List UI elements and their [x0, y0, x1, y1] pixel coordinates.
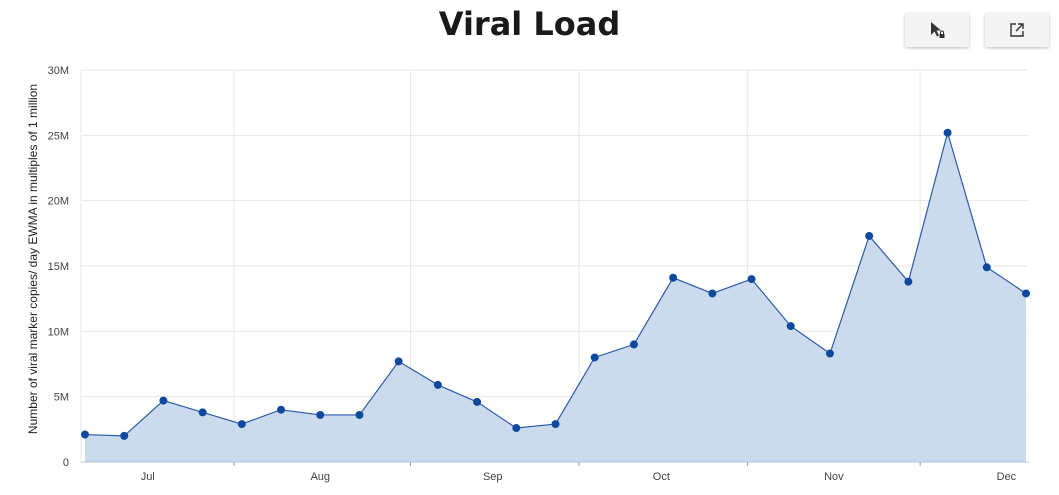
data-point [316, 410, 325, 419]
y-tick-label: 5M [54, 392, 69, 404]
open-external-icon [1010, 23, 1024, 37]
x-tick-label: Oct [653, 471, 670, 483]
y-tick-label: 30M [48, 65, 69, 77]
data-point [1022, 289, 1030, 298]
data-point [629, 340, 638, 349]
data-point [825, 349, 834, 358]
data-point [865, 231, 874, 240]
y-tick-label: 25M [48, 130, 69, 142]
data-point [394, 357, 403, 366]
x-tick-label: Sep [483, 471, 503, 483]
data-point [786, 322, 795, 331]
data-point [198, 408, 207, 417]
y-tick-label: 10M [48, 326, 69, 338]
data-point [81, 430, 89, 439]
data-point [512, 424, 521, 433]
x-tick-label: Jul [141, 471, 155, 483]
data-point [943, 128, 952, 137]
data-point [590, 353, 599, 362]
data-point [904, 277, 913, 286]
select-mode-button[interactable] [905, 13, 969, 47]
x-tick-label: Aug [310, 471, 330, 483]
y-tick-label: 0 [63, 457, 69, 469]
data-point [159, 396, 168, 405]
data-point [982, 263, 991, 272]
data-point [747, 275, 756, 284]
data-point [433, 380, 442, 389]
data-point [355, 410, 364, 419]
cursor-lock-icon [931, 22, 945, 38]
data-point [669, 273, 678, 282]
data-point [277, 405, 286, 414]
y-tick-label: 20M [48, 196, 69, 208]
series-area [85, 132, 1026, 462]
x-tick-label: Dec [997, 471, 1017, 483]
x-tick-label: Nov [824, 471, 844, 483]
data-point [473, 397, 482, 406]
data-point [120, 431, 129, 440]
data-point [551, 420, 560, 429]
chart-title: Viral Load [438, 5, 621, 43]
y-tick-label: 15M [48, 261, 69, 273]
open-in-new-window-button[interactable] [985, 13, 1049, 47]
data-point [237, 420, 246, 429]
data-point [708, 289, 717, 298]
